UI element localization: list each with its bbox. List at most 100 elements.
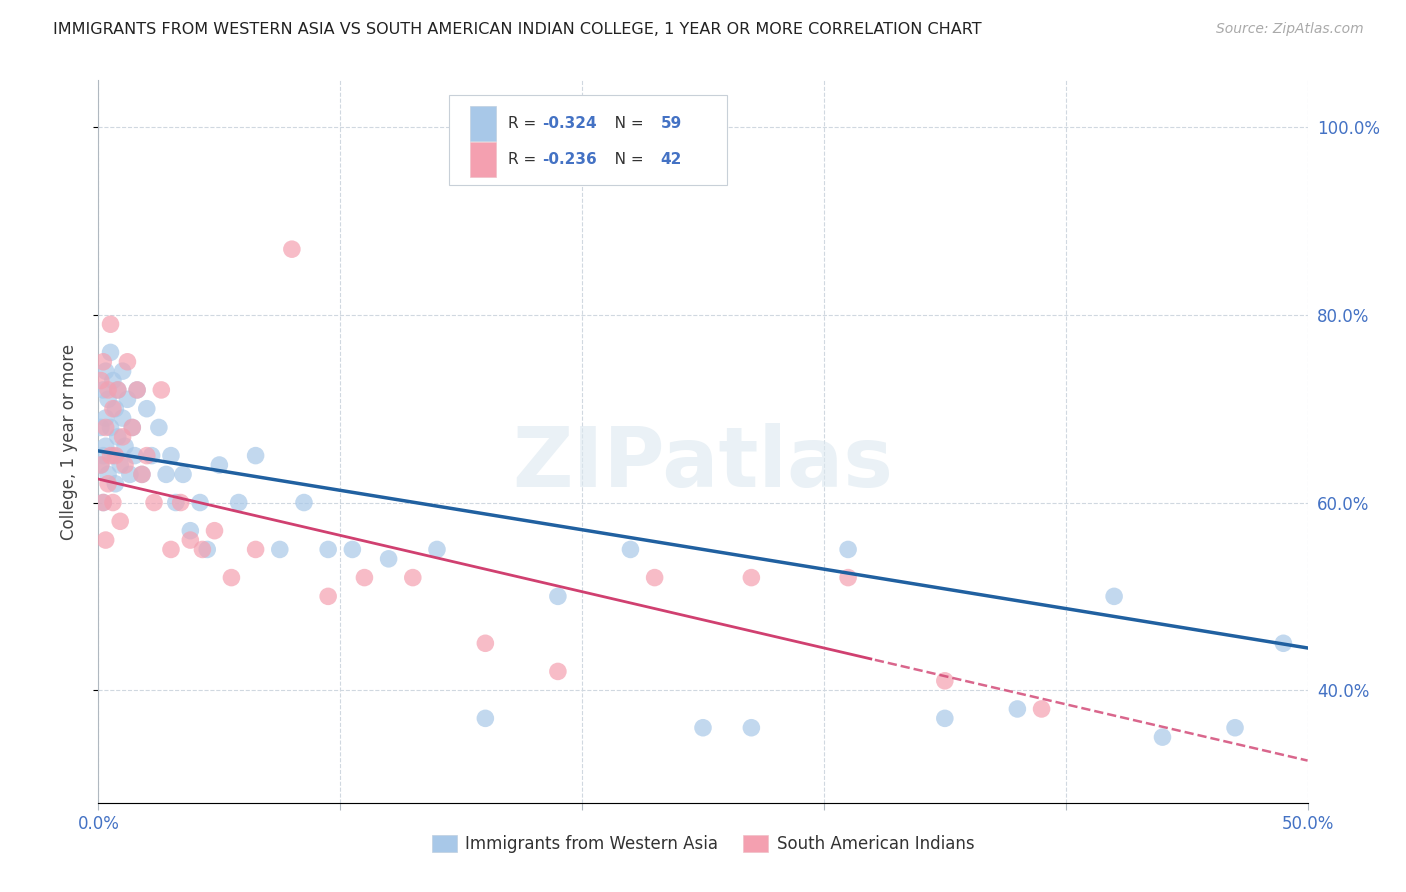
Point bbox=[117, 355, 139, 369]
Point bbox=[934, 711, 956, 725]
Point bbox=[160, 449, 183, 463]
Point bbox=[91, 495, 114, 509]
Text: N =: N = bbox=[600, 116, 648, 131]
Point bbox=[692, 721, 714, 735]
Point bbox=[245, 449, 267, 463]
Point bbox=[108, 458, 131, 472]
Point bbox=[131, 467, 153, 482]
Text: R =: R = bbox=[509, 153, 541, 168]
Point bbox=[547, 590, 569, 604]
Point bbox=[377, 551, 399, 566]
Point bbox=[402, 571, 425, 585]
Point bbox=[127, 383, 149, 397]
Point bbox=[100, 449, 122, 463]
Point bbox=[107, 383, 129, 397]
Point bbox=[221, 571, 243, 585]
Point bbox=[94, 411, 117, 425]
Point bbox=[1152, 730, 1174, 744]
Point bbox=[91, 495, 114, 509]
Point bbox=[97, 383, 120, 397]
Point bbox=[353, 571, 375, 585]
Point bbox=[100, 345, 122, 359]
Point bbox=[121, 420, 143, 434]
Point bbox=[143, 495, 166, 509]
Y-axis label: College, 1 year or more: College, 1 year or more bbox=[59, 343, 77, 540]
Point bbox=[94, 533, 117, 547]
Point bbox=[155, 467, 177, 482]
Point bbox=[269, 542, 291, 557]
Point bbox=[1272, 636, 1295, 650]
Point bbox=[316, 542, 339, 557]
Point bbox=[837, 571, 859, 585]
Point bbox=[91, 449, 114, 463]
Point bbox=[619, 542, 641, 557]
Point bbox=[292, 495, 315, 509]
Text: -0.324: -0.324 bbox=[543, 116, 596, 131]
Point bbox=[100, 420, 122, 434]
Point bbox=[281, 242, 304, 256]
Point bbox=[474, 636, 496, 650]
Point bbox=[111, 430, 134, 444]
Point bbox=[111, 411, 134, 425]
Point bbox=[127, 383, 149, 397]
Point bbox=[90, 458, 112, 472]
Point bbox=[104, 476, 127, 491]
Text: N =: N = bbox=[600, 153, 648, 168]
Point bbox=[547, 665, 569, 679]
Point bbox=[114, 458, 136, 472]
Point bbox=[208, 458, 231, 472]
Point bbox=[172, 467, 194, 482]
Point bbox=[121, 420, 143, 434]
Point bbox=[94, 420, 117, 434]
Point bbox=[474, 711, 496, 725]
Text: ZIPatlas: ZIPatlas bbox=[513, 423, 893, 504]
Text: -0.236: -0.236 bbox=[543, 153, 598, 168]
Point bbox=[135, 401, 157, 416]
Legend: Immigrants from Western Asia, South American Indians: Immigrants from Western Asia, South Amer… bbox=[425, 828, 981, 860]
Point bbox=[1223, 721, 1246, 735]
Point bbox=[108, 514, 131, 528]
Point bbox=[934, 673, 956, 688]
Point bbox=[644, 571, 666, 585]
Point bbox=[837, 542, 859, 557]
Point bbox=[91, 355, 114, 369]
Point bbox=[342, 542, 364, 557]
Text: IMMIGRANTS FROM WESTERN ASIA VS SOUTH AMERICAN INDIAN COLLEGE, 1 YEAR OR MORE CO: IMMIGRANTS FROM WESTERN ASIA VS SOUTH AM… bbox=[53, 22, 981, 37]
Point bbox=[228, 495, 250, 509]
Point bbox=[245, 542, 267, 557]
FancyBboxPatch shape bbox=[449, 95, 727, 185]
Point bbox=[148, 420, 170, 434]
Point bbox=[114, 439, 136, 453]
Point bbox=[160, 542, 183, 557]
Point bbox=[107, 383, 129, 397]
Point bbox=[90, 458, 112, 472]
Point bbox=[191, 542, 214, 557]
Point bbox=[101, 401, 124, 416]
Point bbox=[1102, 590, 1125, 604]
Point bbox=[141, 449, 163, 463]
Point bbox=[135, 449, 157, 463]
Point bbox=[91, 383, 114, 397]
Point bbox=[90, 374, 112, 388]
Point bbox=[165, 495, 187, 509]
Point bbox=[426, 542, 449, 557]
Text: 42: 42 bbox=[661, 153, 682, 168]
Point bbox=[111, 364, 134, 378]
Point bbox=[104, 401, 127, 416]
Point bbox=[740, 721, 762, 735]
Point bbox=[101, 374, 124, 388]
Point bbox=[94, 364, 117, 378]
Point bbox=[1007, 702, 1029, 716]
Point bbox=[101, 449, 124, 463]
Text: 59: 59 bbox=[661, 116, 682, 131]
Text: Source: ZipAtlas.com: Source: ZipAtlas.com bbox=[1216, 22, 1364, 37]
Point bbox=[97, 467, 120, 482]
Point bbox=[179, 524, 201, 538]
Point bbox=[179, 533, 201, 547]
Point bbox=[94, 439, 117, 453]
Point bbox=[131, 467, 153, 482]
Text: R =: R = bbox=[509, 116, 541, 131]
Point bbox=[107, 430, 129, 444]
Point bbox=[150, 383, 173, 397]
Point bbox=[90, 420, 112, 434]
